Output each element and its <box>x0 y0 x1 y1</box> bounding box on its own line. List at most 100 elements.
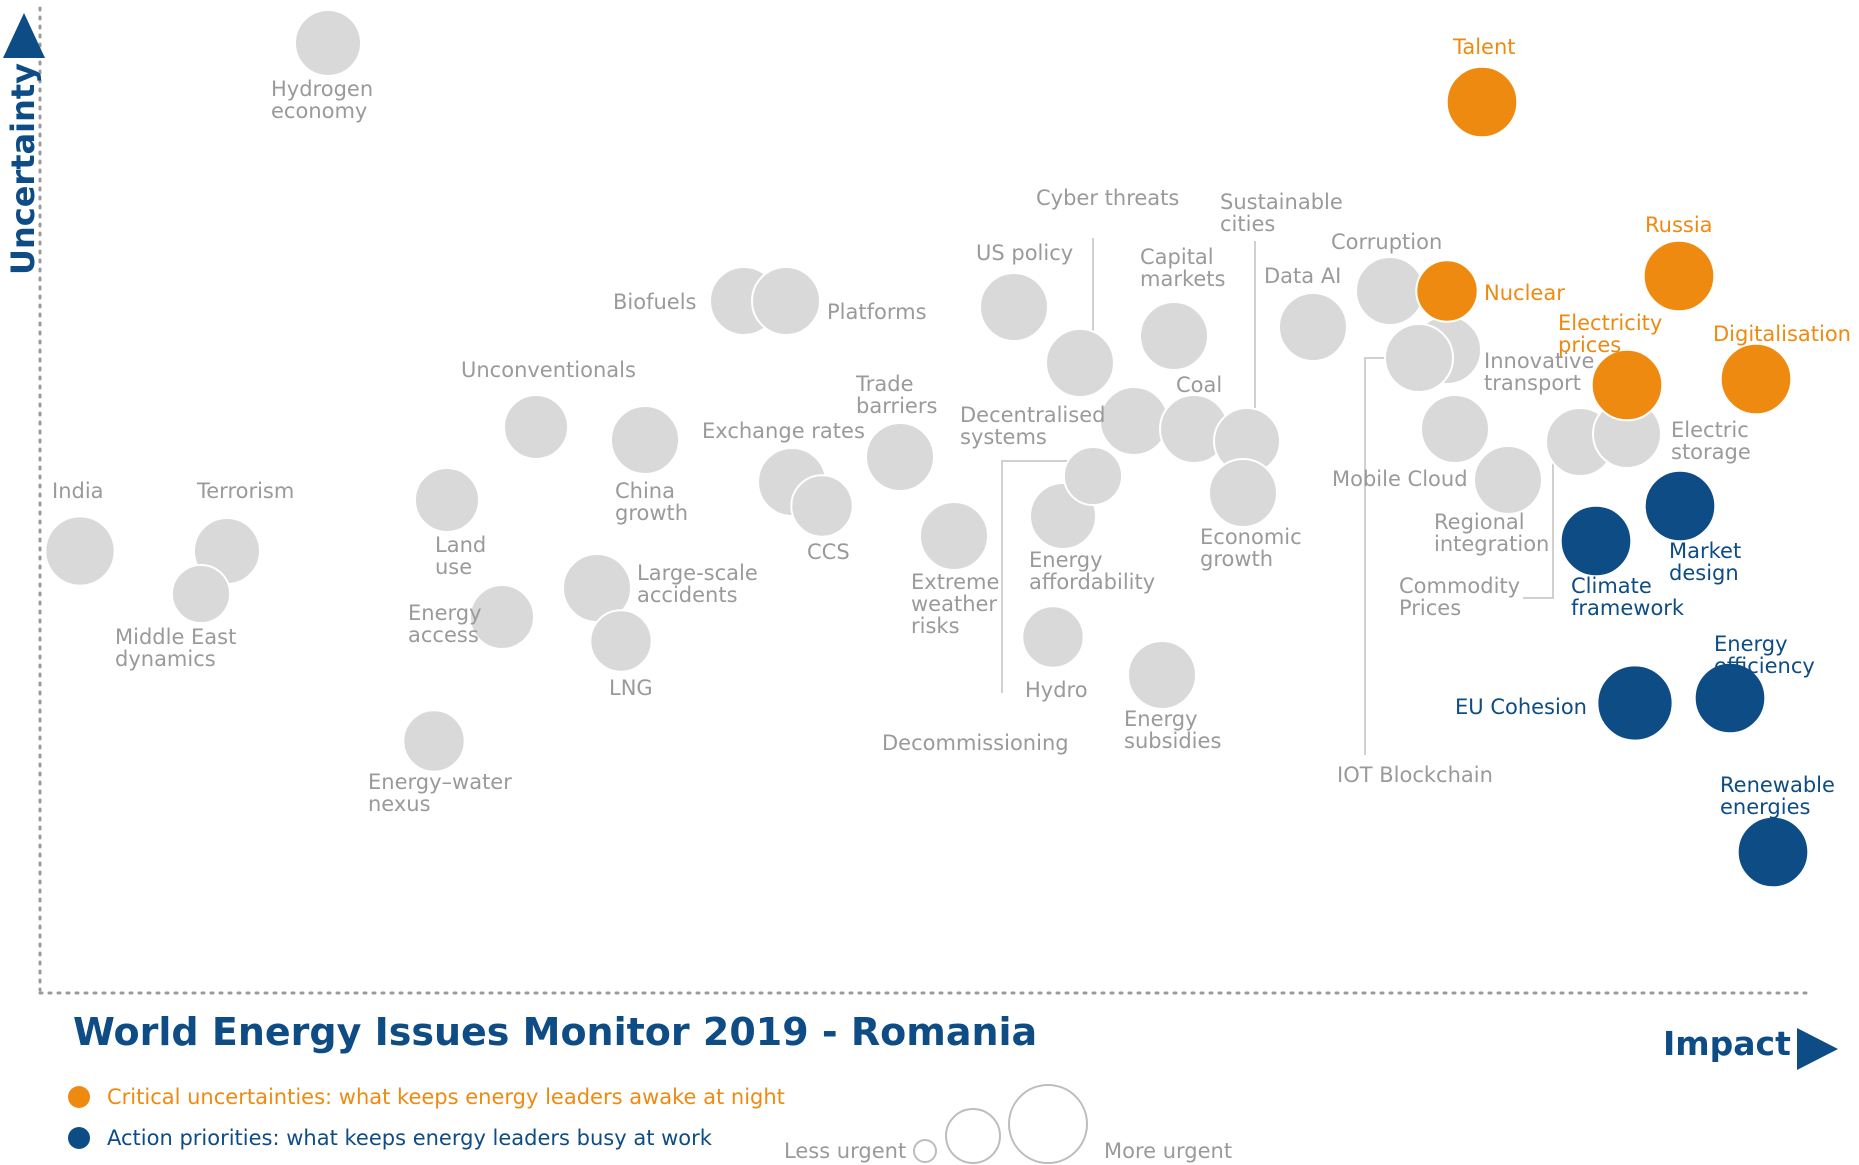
label-line: design <box>1669 561 1739 585</box>
label-line: Cyber threats <box>1036 186 1179 210</box>
bubble-platforms <box>751 266 821 336</box>
label-line: IOT Blockchain <box>1337 763 1493 787</box>
label-line: Biofuels <box>613 290 697 314</box>
label-capital-markets: Capital markets <box>1140 245 1225 291</box>
label-decommissioning: Decommissioning <box>882 731 1069 755</box>
bubble-corruption <box>1355 256 1425 326</box>
label-line: Decommissioning <box>882 731 1069 755</box>
y-axis-arrow-icon <box>3 13 45 58</box>
label-line: Economic <box>1200 525 1302 549</box>
label-coal: Coal <box>1176 373 1222 397</box>
label-line: Mobile Cloud <box>1332 467 1468 491</box>
bubble-market-design <box>1643 469 1717 543</box>
bubble-india <box>44 515 116 587</box>
label-line: Prices <box>1399 596 1461 620</box>
bubble-unconventionals <box>502 393 570 461</box>
label-energy-affordability: Energy affordability <box>1029 548 1155 594</box>
label-line: India <box>52 479 104 503</box>
label-energy-access: Energy access <box>408 601 482 647</box>
label-talent: Talent <box>1452 35 1516 59</box>
bubble-eu-cohesion <box>1596 664 1674 742</box>
bubble-talent <box>1445 65 1519 139</box>
label-line: Decentralised <box>960 403 1105 427</box>
label-line: affordability <box>1029 570 1155 594</box>
label-electricity-prices: Electricity prices <box>1558 311 1662 357</box>
label-corruption: Corruption <box>1331 230 1442 254</box>
size-legend-less-urgent: Less urgent <box>784 1139 907 1163</box>
label-extreme-weather-risks: Extreme weather risks <box>911 570 999 638</box>
bubble-climate-framework <box>1559 504 1633 578</box>
legend-orange-dot-icon <box>68 1086 90 1108</box>
label-line: LNG <box>609 676 653 700</box>
label-line: China <box>615 479 675 503</box>
label-line: nexus <box>368 792 431 816</box>
label-line: Renewable <box>1720 773 1835 797</box>
label-unconventionals: Unconventionals <box>461 358 636 382</box>
bubble-capital-markets <box>1139 301 1209 371</box>
label-line: Innovative <box>1484 349 1594 373</box>
bubble-china-growth <box>610 405 680 475</box>
bubble-renewable-energies <box>1736 815 1810 889</box>
label-line: Sustainable <box>1220 190 1343 214</box>
legend-priorities: Action priorities: what keeps energy lea… <box>68 1126 712 1150</box>
label-innovative-transport: Innovative transport <box>1484 349 1594 395</box>
label-line: Terrorism <box>196 479 294 503</box>
label-line: Exchange rates <box>702 419 865 443</box>
bubble-mobile-cloud <box>1420 394 1490 464</box>
label-biofuels: Biofuels <box>613 290 697 314</box>
label-line: Climate <box>1571 574 1652 598</box>
label-line: Platforms <box>827 300 927 324</box>
label-line: accidents <box>637 583 738 607</box>
bubble-decentralised-systems <box>1099 386 1169 456</box>
label-line: Hydrogen <box>271 77 373 101</box>
label-sustainable-cities: Sustainable cities <box>1220 190 1343 236</box>
x-axis-label: Impact <box>1663 1024 1791 1063</box>
label-line: markets <box>1140 267 1225 291</box>
label-line: use <box>435 555 472 579</box>
label-line: access <box>408 623 479 647</box>
label-line: Electric <box>1671 418 1749 442</box>
label-mobile-cloud: Mobile Cloud <box>1332 467 1468 491</box>
legend-critical: Critical uncertainties: what keeps energ… <box>68 1085 785 1109</box>
bubble-us-policy <box>979 272 1049 342</box>
label-hydrogen-economy: Hydrogen economy <box>271 77 373 123</box>
label-energy-efficiency: Energy efficiency <box>1714 632 1815 678</box>
label-line: Middle East <box>115 625 236 649</box>
labels-layer: Hydrogen economy India Terrorism Middle East… <box>52 35 1851 819</box>
label-lng: LNG <box>609 676 653 700</box>
label-line: Energy <box>1124 707 1198 731</box>
bubble-russia <box>1642 239 1716 313</box>
bubble-energy-access <box>468 583 536 651</box>
label-nuclear: Nuclear <box>1484 281 1565 305</box>
label-line: Unconventionals <box>461 358 636 382</box>
bubble-decommissioning <box>1062 445 1124 507</box>
bubble-electricity-prices <box>1590 348 1664 422</box>
label-line: US policy <box>976 241 1073 265</box>
leader-line-iot-blockchain <box>1364 357 1389 755</box>
label-line: storage <box>1671 440 1751 464</box>
label-india: India <box>52 479 104 503</box>
label-renewable-energies: Renewable energies <box>1720 773 1835 819</box>
label-line: Energy–water <box>368 770 512 794</box>
legend-priorities-label: Action priorities: what keeps energy lea… <box>107 1126 712 1150</box>
label-data-ai: Data AI <box>1264 264 1341 288</box>
label-line: Large-scale <box>637 561 758 585</box>
label-line: Digitalisation <box>1713 322 1851 346</box>
size-legend-small-circle <box>913 1139 937 1163</box>
label-us-policy: US policy <box>976 241 1073 265</box>
label-decentralised-systems: Decentralised systems <box>960 403 1105 449</box>
label-line: growth <box>1200 547 1273 571</box>
page-title: World Energy Issues Monitor 2019 - Roman… <box>73 1010 1038 1054</box>
label-line: Russia <box>1645 213 1713 237</box>
label-energy-subsidies: Energy subsidies <box>1124 707 1221 753</box>
label-line: risks <box>911 614 960 638</box>
x-axis-arrow-icon <box>1797 1028 1838 1070</box>
label-climate-framework: Climate framework <box>1571 574 1685 620</box>
label-trade-barriers: Trade barriers <box>855 372 937 418</box>
label-exchange-rates: Exchange rates <box>702 419 865 443</box>
label-line: Commodity <box>1399 574 1520 598</box>
label-economic-growth: Economic growth <box>1200 525 1302 571</box>
bubble-trade-barriers <box>865 422 935 492</box>
label-line: Coal <box>1176 373 1222 397</box>
